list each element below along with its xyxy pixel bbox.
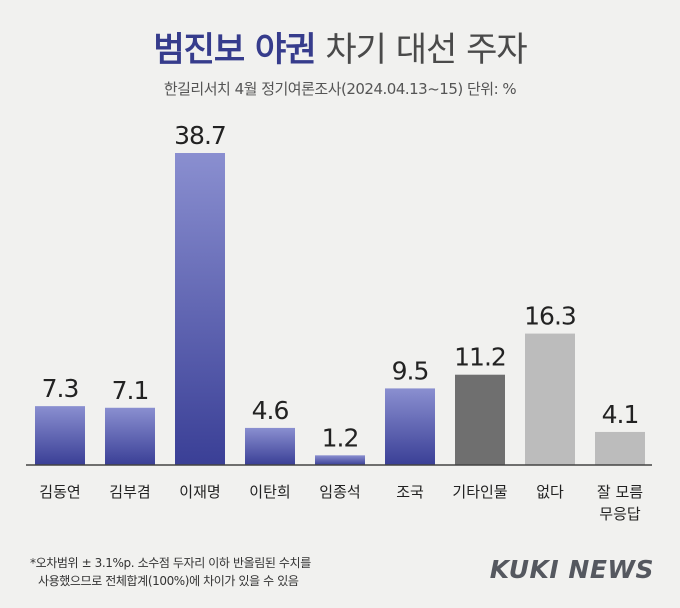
bar-chart: 7.3 김동연 7.1 김부겸 38.7 이재명 4.6 이탄희 1.2 임종석 9.5 조국 11.2… <box>26 121 652 523</box>
bar-7 <box>525 333 575 465</box>
bar-value-label-0: 7.3 <box>42 374 79 403</box>
category-label-1: 김부겸 <box>109 483 150 501</box>
category-label-8-line-1: 무응답 <box>599 505 641 523</box>
footnote: *오차범위 ± 3.1%p. 소수점 두자리 이하 반올림된 수치를 사용했으므… <box>30 554 311 590</box>
bar-value-label-7: 16.3 <box>524 302 576 331</box>
bar-4 <box>315 455 365 465</box>
bar-value-label-6: 11.2 <box>454 343 506 372</box>
bar-1 <box>105 407 155 465</box>
category-label-7: 없다 <box>536 483 564 501</box>
bar-5 <box>385 388 435 465</box>
bar-value-label-3: 4.6 <box>252 396 289 425</box>
bar-value-label-4: 1.2 <box>322 423 359 452</box>
category-label-3: 이탄희 <box>249 483 290 501</box>
category-label-0: 김동연 <box>39 483 80 501</box>
bar-3 <box>245 427 295 465</box>
bar-6 <box>455 374 505 465</box>
bar-value-label-2: 38.7 <box>174 121 226 150</box>
chart-title: 범진보 야권 차기 대선 주자 <box>0 22 680 71</box>
title-light: 차기 대선 주자 <box>325 30 527 70</box>
bar-2 <box>175 153 225 465</box>
category-label-2: 이재명 <box>179 483 220 501</box>
bar-value-label-8: 4.1 <box>602 400 639 429</box>
chart-subtitle: 한길리서치 4월 정기여론조사(2024.04.13~15) 단위: % <box>163 80 517 98</box>
category-label-4: 임종석 <box>319 483 360 501</box>
bar-0 <box>35 406 85 465</box>
title-bold: 범진보 야권 <box>153 30 316 70</box>
bar-value-label-1: 7.1 <box>112 376 149 405</box>
category-label-6: 기타인물 <box>452 483 507 501</box>
footnote-line-1: *오차범위 ± 3.1%p. 소수점 두자리 이하 반올림된 수치를 <box>30 556 311 570</box>
bar-8 <box>595 431 645 465</box>
category-label-8: 잘 모름 <box>597 483 643 501</box>
category-label-5: 조국 <box>396 483 424 501</box>
bar-value-label-5: 9.5 <box>392 356 429 385</box>
footnote-line-2: 사용했으므로 전체합계(100%)에 차이가 있을 수 있음 <box>38 574 299 588</box>
kukinews-logo: KUKI NEWS <box>489 555 654 584</box>
